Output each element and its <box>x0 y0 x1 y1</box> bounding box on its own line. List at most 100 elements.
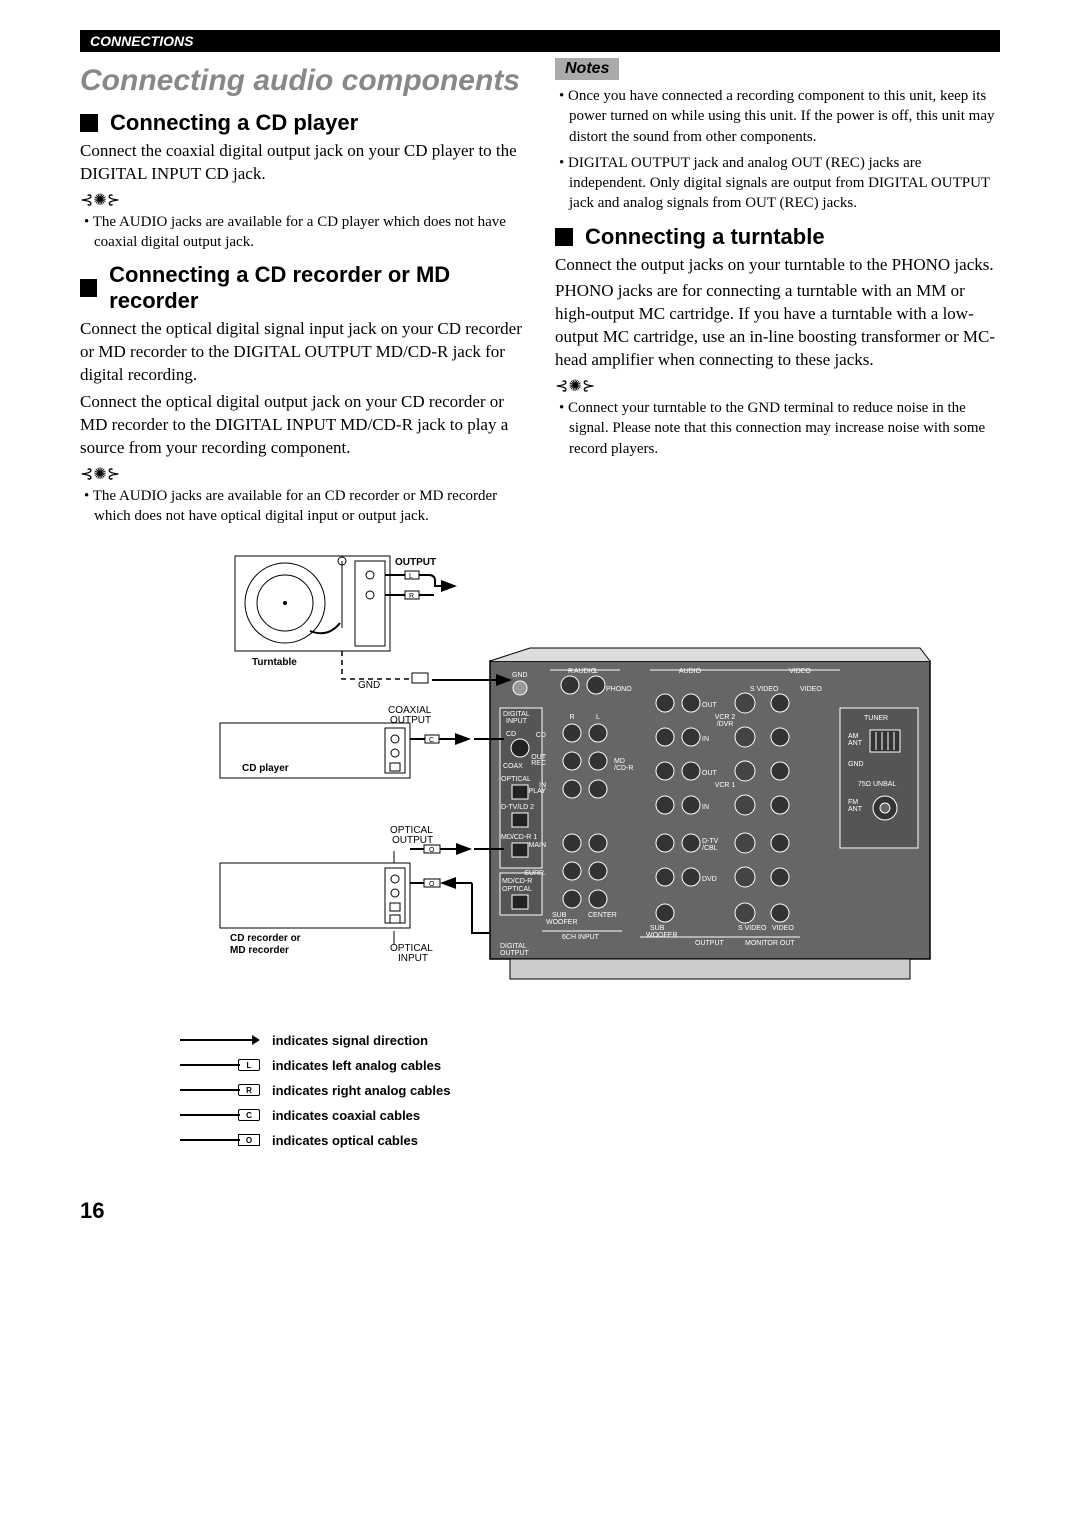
tip-bullet: Connect your turntable to the GND termin… <box>555 398 1000 459</box>
plug-l-icon: L <box>238 1059 260 1071</box>
svg-text:OUTPUT: OUTPUT <box>695 940 725 947</box>
svg-text:VIDEO: VIDEO <box>789 668 811 675</box>
svg-text:DVD: DVD <box>702 876 717 883</box>
svg-text:L: L <box>594 668 598 675</box>
svg-text:R: R <box>569 714 574 721</box>
plug-c-icon: C <box>238 1109 260 1121</box>
svg-text:/CD-R: /CD-R <box>614 765 633 772</box>
tip-bullet: The AUDIO jacks are available for an CD … <box>80 486 525 527</box>
legend-row-optical: O indicates optical cables <box>180 1133 1000 1148</box>
svg-text:SURR.: SURR. <box>524 870 546 877</box>
svg-text:PHONO: PHONO <box>606 686 632 693</box>
page-number: 16 <box>80 1198 1000 1224</box>
svg-text:OUTPUT: OUTPUT <box>390 715 431 726</box>
svg-text:TUNER: TUNER <box>864 715 888 722</box>
svg-text:O: O <box>429 847 435 854</box>
svg-text:INPUT: INPUT <box>506 718 528 725</box>
svg-text:D-TV: D-TV <box>702 838 719 845</box>
svg-text:D-TV/LD 2: D-TV/LD 2 <box>501 804 534 811</box>
square-bullet-icon <box>80 114 98 132</box>
svg-text:VCR 2: VCR 2 <box>715 714 736 721</box>
svg-text:O: O <box>429 881 435 888</box>
plug-r-icon: R <box>238 1084 260 1096</box>
section-heading-turntable: Connecting a turntable <box>555 224 1000 250</box>
svg-text:PLAY: PLAY <box>529 788 547 795</box>
svg-text:DIGITAL: DIGITAL <box>503 711 530 718</box>
legend-text: indicates left analog cables <box>272 1058 441 1073</box>
legend-text: indicates signal direction <box>272 1033 428 1048</box>
svg-text:OUT: OUT <box>702 702 718 709</box>
svg-text:MAIN: MAIN <box>529 842 547 849</box>
svg-text:WOOFER: WOOFER <box>646 932 678 939</box>
svg-text:R: R <box>568 668 573 675</box>
svg-text:ANT: ANT <box>848 740 863 747</box>
svg-text:OUTPUT: OUTPUT <box>392 835 433 846</box>
svg-text:L: L <box>409 573 413 580</box>
plug-o-icon: O <box>238 1134 260 1146</box>
notes-label: Notes <box>555 58 619 80</box>
body-paragraph: PHONO jacks are for connecting a turntab… <box>555 280 1000 372</box>
svg-text:OUTPUT: OUTPUT <box>500 950 530 957</box>
body-paragraph: Connect the optical digital output jack … <box>80 391 525 460</box>
body-paragraph: Connect the output jacks on your turntab… <box>555 254 1000 277</box>
svg-text:75Ω UNBAL: 75Ω UNBAL <box>858 781 896 788</box>
svg-text:6CH INPUT: 6CH INPUT <box>562 934 600 941</box>
svg-text:OUT: OUT <box>702 770 718 777</box>
svg-text:IN: IN <box>702 736 709 743</box>
svg-text:CENTER: CENTER <box>588 912 617 919</box>
svg-text:/CBL: /CBL <box>702 845 718 852</box>
svg-text:SUB: SUB <box>552 912 567 919</box>
diagram-label-turntable: Turntable <box>252 657 297 668</box>
svg-text:VIDEO: VIDEO <box>800 686 822 693</box>
svg-text:S VIDEO: S VIDEO <box>750 686 779 693</box>
heading-text: Connecting a turntable <box>585 224 825 250</box>
svg-text:CD: CD <box>536 732 546 739</box>
body-paragraph: Connect the optical digital signal input… <box>80 318 525 387</box>
section-heading-cd-md-recorder: Connecting a CD recorder or MD recorder <box>80 262 525 314</box>
legend-text: indicates optical cables <box>272 1133 418 1148</box>
svg-text:ANT: ANT <box>848 806 863 813</box>
diagram-label-cd-md-recorder: CD recorder or <box>230 933 301 944</box>
heading-text: Connecting a CD recorder or MD recorder <box>109 262 525 314</box>
diagram-label-gnd: GND <box>358 680 380 691</box>
legend: indicates signal direction L indicates l… <box>180 1033 1000 1148</box>
connection-diagram: .lbl { font-family: Arial, Helvetica, sa… <box>180 553 940 1003</box>
heading-text: Connecting a CD player <box>110 110 358 136</box>
tip-icon: ⊰✺⊱ <box>80 464 525 484</box>
svg-text:L: L <box>596 714 600 721</box>
diagram-label-output: OUTPUT <box>395 557 436 568</box>
svg-text:MD recorder: MD recorder <box>230 945 289 956</box>
svg-text:MD/CD-R 1: MD/CD-R 1 <box>501 834 537 841</box>
svg-text:VIDEO: VIDEO <box>772 925 794 932</box>
tip-icon: ⊰✺⊱ <box>80 190 525 210</box>
svg-text:S VIDEO: S VIDEO <box>738 925 767 932</box>
diagram-label-cd-player: CD player <box>242 763 289 774</box>
legend-text: indicates right analog cables <box>272 1083 450 1098</box>
legend-row-coaxial: C indicates coaxial cables <box>180 1108 1000 1123</box>
svg-text:COAX: COAX <box>503 763 523 770</box>
svg-text:REC: REC <box>531 760 546 767</box>
body-paragraph: Connect the coaxial digital output jack … <box>80 140 525 186</box>
svg-text:DIGITAL: DIGITAL <box>500 943 527 950</box>
square-bullet-icon <box>555 228 573 246</box>
tip-bullet: The AUDIO jacks are available for a CD p… <box>80 212 525 253</box>
header-bar: CONNECTIONS <box>80 30 1000 52</box>
svg-text:C: C <box>429 737 434 744</box>
tip-icon: ⊰✺⊱ <box>555 376 1000 396</box>
note-bullet: DIGITAL OUTPUT jack and analog OUT (REC)… <box>555 153 1000 214</box>
svg-text:GND: GND <box>848 761 864 768</box>
svg-text:OPTICAL: OPTICAL <box>502 886 532 893</box>
svg-text:OPTICAL: OPTICAL <box>501 776 531 783</box>
svg-text:IN: IN <box>702 804 709 811</box>
legend-row-right-analog: R indicates right analog cables <box>180 1083 1000 1098</box>
legend-row-left-analog: L indicates left analog cables <box>180 1058 1000 1073</box>
svg-text:CD: CD <box>506 731 516 738</box>
svg-text:SUB: SUB <box>650 925 665 932</box>
svg-text:MD/CD-R: MD/CD-R <box>502 878 532 885</box>
section-heading-cd-player: Connecting a CD player <box>80 110 525 136</box>
svg-text:MD: MD <box>614 758 625 765</box>
square-bullet-icon <box>80 279 97 297</box>
svg-text:VCR 1: VCR 1 <box>715 782 736 789</box>
svg-text:AM: AM <box>848 733 859 740</box>
main-title: Connecting audio components <box>80 64 525 98</box>
